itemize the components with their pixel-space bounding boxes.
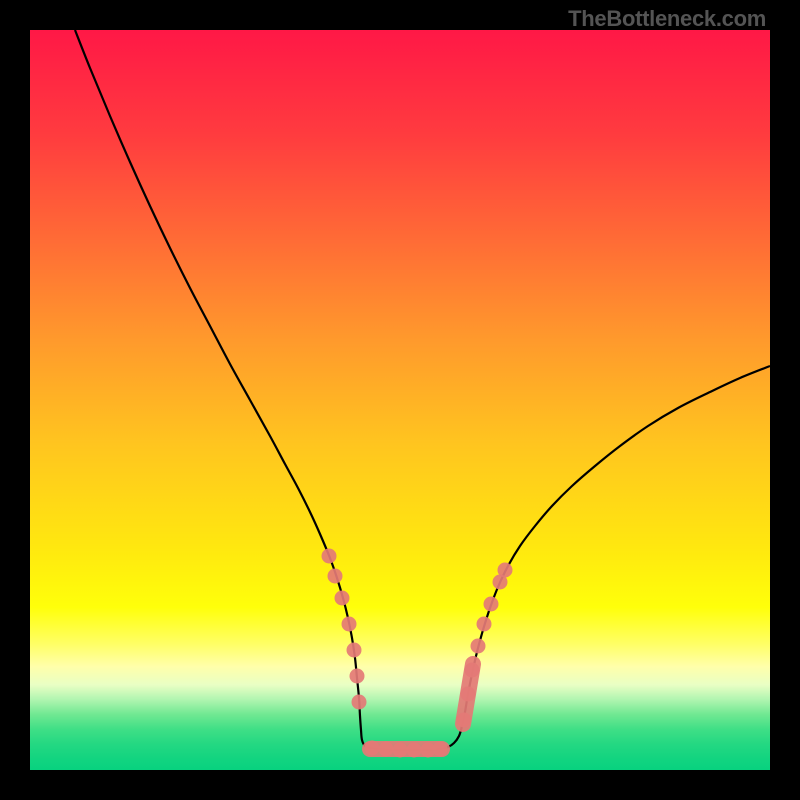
marker-dot	[393, 743, 408, 758]
chart-canvas: TheBottleneck.com	[0, 0, 800, 800]
marker-dot	[342, 617, 357, 632]
watermark-text: TheBottleneck.com	[568, 6, 766, 32]
marker-dot	[335, 591, 350, 606]
marker-dot	[407, 743, 422, 758]
curve-left	[75, 30, 410, 750]
curves-group	[75, 30, 770, 750]
marker-capsules	[370, 664, 473, 749]
marker-dots	[322, 549, 513, 758]
marker-dot	[365, 741, 380, 756]
marker-dot	[457, 713, 472, 728]
marker-dot	[484, 597, 499, 612]
marker-dot	[352, 695, 367, 710]
marker-dot	[379, 742, 394, 757]
marker-dot	[461, 687, 476, 702]
chart-lines	[30, 30, 770, 770]
plot-area	[30, 30, 770, 770]
marker-dot	[477, 617, 492, 632]
marker-dot	[465, 663, 480, 678]
marker-dot	[328, 569, 343, 584]
marker-dot	[498, 563, 513, 578]
marker-dot	[471, 639, 486, 654]
marker-dot	[433, 742, 448, 757]
marker-dot	[350, 669, 365, 684]
marker-dot	[347, 643, 362, 658]
marker-dot	[322, 549, 337, 564]
